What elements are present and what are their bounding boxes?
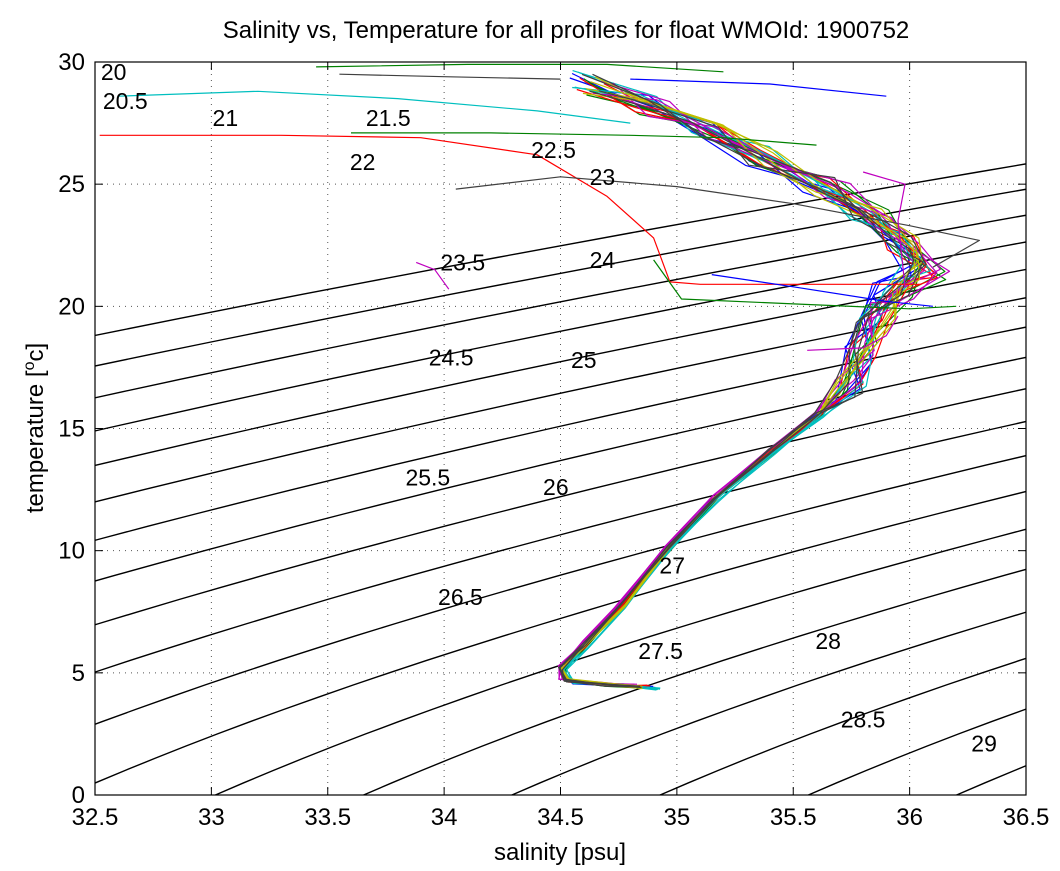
- density-contour-label: 28.5: [841, 706, 886, 732]
- profile-outlier-line: [351, 132, 817, 146]
- density-contour-label: 22.5: [531, 137, 576, 163]
- density-contour-line: [95, 163, 1026, 337]
- profile-outlier-line: [118, 90, 631, 124]
- grid-lines: [95, 62, 1026, 795]
- density-contour-label: 25.5: [405, 464, 450, 490]
- density-contour-line: [510, 611, 1026, 795]
- density-contour-line: [95, 326, 1026, 542]
- density-contour-label: 21.5: [366, 105, 411, 131]
- y-axis-label-sup: o: [21, 361, 38, 370]
- density-contour-label: 29: [971, 731, 997, 757]
- profile-outlier-line: [862, 171, 906, 287]
- profile-line: [563, 81, 946, 690]
- profile-line: [558, 90, 915, 687]
- y-tick-label: 15: [58, 416, 85, 443]
- density-contour-line: [213, 528, 1026, 795]
- density-contour-line: [95, 490, 1026, 784]
- density-contour-label: 24.5: [429, 345, 474, 371]
- density-contour-label: 20.5: [103, 88, 148, 114]
- density-contour-line: [95, 241, 1026, 432]
- density-contour-label: 27.5: [638, 638, 683, 664]
- density-contour-line: [95, 214, 1026, 399]
- y-tick-label: 25: [58, 171, 85, 198]
- y-tick-label: 10: [58, 538, 85, 565]
- density-contour-line: [95, 388, 1026, 626]
- x-axis-label: salinity [psu]: [494, 839, 626, 866]
- profile-line: [562, 87, 920, 690]
- x-tick-label: 33.5: [304, 804, 351, 831]
- density-contour-line: [95, 356, 1026, 582]
- y-axis-label-suffix: c]: [22, 343, 49, 362]
- density-contour-line: [95, 454, 1026, 726]
- density-contour-labels: 20 20.5 21 21.5 22 22.5 23 23.5 24 24.5 25 25.5 26 26…: [101, 59, 997, 757]
- x-axis-ticks: 32.5 33 33.5 34 34.5 35 35.5 36 36.5: [72, 62, 1050, 831]
- density-contour-label: 26.5: [438, 584, 483, 610]
- density-contour-line: [95, 188, 1026, 367]
- density-contour-label: 25: [571, 347, 597, 373]
- chart-title: Salinity vs, Temperature for all profile…: [223, 17, 910, 44]
- density-contour-label: 22: [350, 149, 376, 175]
- x-tick-label: 35: [664, 804, 691, 831]
- profile-outlier-line: [99, 134, 922, 285]
- profile-outlier-line: [653, 259, 957, 310]
- x-tick-label: 34: [431, 804, 458, 831]
- profile-lines: [99, 63, 980, 691]
- density-contours: [95, 38, 1060, 820]
- y-tick-label: 30: [58, 49, 85, 76]
- profile-outlier-line: [807, 315, 899, 351]
- profile-line: [563, 86, 932, 689]
- y-axis-label-main: temperature [: [22, 370, 49, 513]
- density-contour-line: [954, 765, 1026, 795]
- density-contour-line: [361, 568, 1026, 795]
- y-axis-label: temperature [oc]: [21, 343, 49, 513]
- profile-outlier-line: [455, 176, 980, 268]
- x-tick-label: 33: [198, 804, 225, 831]
- profile-outlier-line: [711, 274, 933, 307]
- density-contour-line: [658, 657, 1026, 795]
- density-contour-label: 20: [101, 59, 127, 85]
- profile-outlier-line: [415, 261, 450, 290]
- y-tick-label: 20: [58, 293, 85, 320]
- density-contour-label: 28: [815, 628, 841, 654]
- density-contour-label: 26: [543, 474, 569, 500]
- density-contour-label: 24: [590, 247, 616, 273]
- density-contour-label: 23: [590, 164, 616, 190]
- profile-line: [558, 73, 912, 688]
- y-tick-label: 5: [72, 660, 85, 687]
- profile-line: [561, 77, 933, 687]
- density-contour-label: 21: [213, 105, 239, 131]
- profile-line: [561, 73, 924, 688]
- profile-outlier-line: [316, 63, 724, 73]
- profile-outlier-line: [630, 78, 887, 97]
- profile-line: [560, 92, 926, 687]
- x-tick-label: 35.5: [770, 804, 817, 831]
- x-tick-label: 32.5: [72, 804, 119, 831]
- density-contour-line: [95, 420, 1026, 673]
- profile-outlier-line: [339, 73, 561, 80]
- density-contour-label: 23.5: [440, 249, 485, 275]
- density-contour-line: [95, 268, 1026, 467]
- x-tick-label: 34.5: [537, 804, 584, 831]
- y-tick-label: 0: [72, 782, 85, 809]
- y-axis-ticks: 0 5 10 15 20 25 30: [58, 49, 1026, 809]
- profile-line: [561, 77, 924, 689]
- x-tick-label: 36: [896, 804, 923, 831]
- profile-line: [558, 96, 941, 685]
- density-contour-label: 27: [659, 552, 685, 578]
- density-contour-line: [1051, 38, 1060, 820]
- density-contour-line: [95, 297, 1026, 503]
- x-tick-label: 36.5: [1003, 804, 1050, 831]
